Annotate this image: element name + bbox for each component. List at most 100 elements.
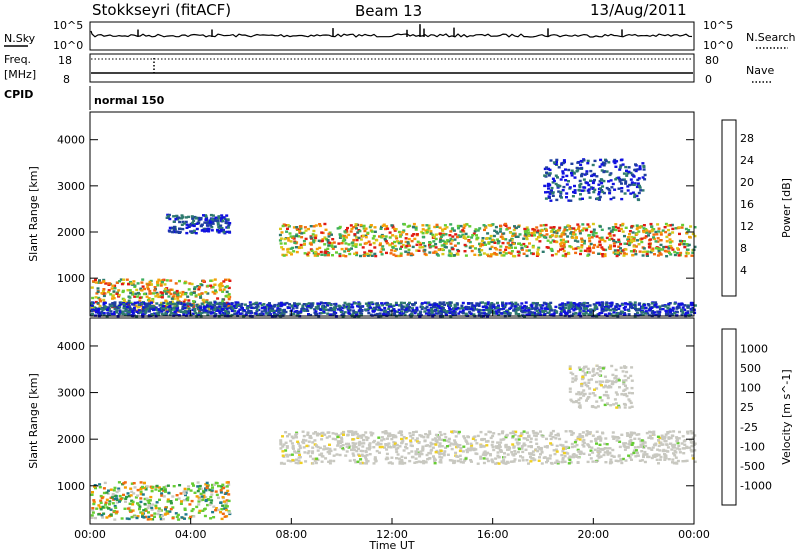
echo-cell [517,451,520,453]
echo-cell [283,238,286,240]
echo-cell [113,518,116,520]
echo-cell [228,293,231,295]
echo-cell [195,232,198,234]
echo-cell [295,462,298,464]
echo-cell [424,439,427,441]
echo-cell [91,310,94,312]
echo-cell [633,452,636,454]
echo-cell [514,453,517,455]
echo-cell [228,222,231,224]
echo-cell [363,230,366,232]
echo-cell [559,191,562,193]
echo-cell [504,249,507,251]
echo-cell [592,164,595,166]
echo-cell [671,228,674,230]
echo-cell [386,453,389,455]
echo-cell [209,280,212,282]
echo-cell [637,446,640,448]
echo-cell [593,179,596,181]
echo-cell [183,311,186,313]
echo-cell [161,292,164,294]
echo-cell [195,305,198,307]
echo-cell [622,230,625,232]
echo-cell [555,159,558,161]
echo-cell [532,450,535,452]
echo-cell [191,283,194,285]
echo-cell [306,310,309,312]
echo-cell [419,312,422,314]
echo-cell [292,250,295,252]
echo-cell [233,313,236,315]
echo-cell [417,241,420,243]
echo-cell [625,175,628,177]
echo-cell [588,237,591,239]
echo-cell [366,232,369,234]
echo-cell [620,187,623,189]
echo-cell [315,444,318,446]
echo-cell [620,198,623,200]
echo-cell [538,456,541,458]
echo-cell [154,505,157,507]
echo-cell [543,236,546,238]
echo-cell [578,230,581,232]
echo-cell [644,453,647,455]
echo-cell [644,445,647,447]
echo-cell [450,431,453,433]
echo-cell [614,249,617,251]
echo-cell [500,312,503,314]
echo-cell [631,240,634,242]
echo-cell [381,245,384,247]
echo-cell [570,172,573,174]
echo-cell [573,302,576,304]
echo-cell [604,451,607,453]
echo-cell [137,489,140,491]
echo-cell [625,227,628,229]
echo-cell [452,248,455,250]
echo-cell [580,246,583,248]
echo-cell [574,240,577,242]
echo-cell [408,460,411,462]
echo-cell [457,253,460,255]
echo-cell [599,244,602,246]
echo-cell [564,168,567,170]
echo-cell [624,306,627,308]
echo-cell [302,431,305,433]
echo-cell [553,231,556,233]
echo-cell [661,435,664,437]
echo-cell [183,222,186,224]
echo-cell [560,233,563,235]
echo-cell [652,233,655,235]
echo-cell [581,223,584,225]
echo-cell [668,458,671,460]
echo-cell [351,306,354,308]
echo-cell [587,234,590,236]
echo-cell [323,243,326,245]
echo-cell [439,459,442,461]
echo-cell [574,441,577,443]
echo-cell [587,444,590,446]
echo-cell [531,307,534,309]
echo-cell [178,228,181,230]
echo-cell [535,443,538,445]
echo-cell [279,228,282,230]
echo-cell [175,231,178,233]
echo-cell [240,305,243,307]
echo-cell [560,178,563,180]
echo-cell [345,236,348,238]
echo-cell [434,462,437,464]
echo-cell [435,246,438,248]
echo-cell [226,291,229,293]
echo-cell [604,461,607,463]
echo-cell [304,252,307,254]
echo-cell [219,303,222,305]
echo-cell [638,302,641,304]
echo-cell [614,223,617,225]
echo-cell [208,222,211,224]
echo-cell [107,291,110,293]
echo-cell [645,232,648,234]
echo-cell [358,237,361,239]
echo-cell [616,436,619,438]
echo-cell [613,308,616,310]
echo-cell [625,170,628,172]
